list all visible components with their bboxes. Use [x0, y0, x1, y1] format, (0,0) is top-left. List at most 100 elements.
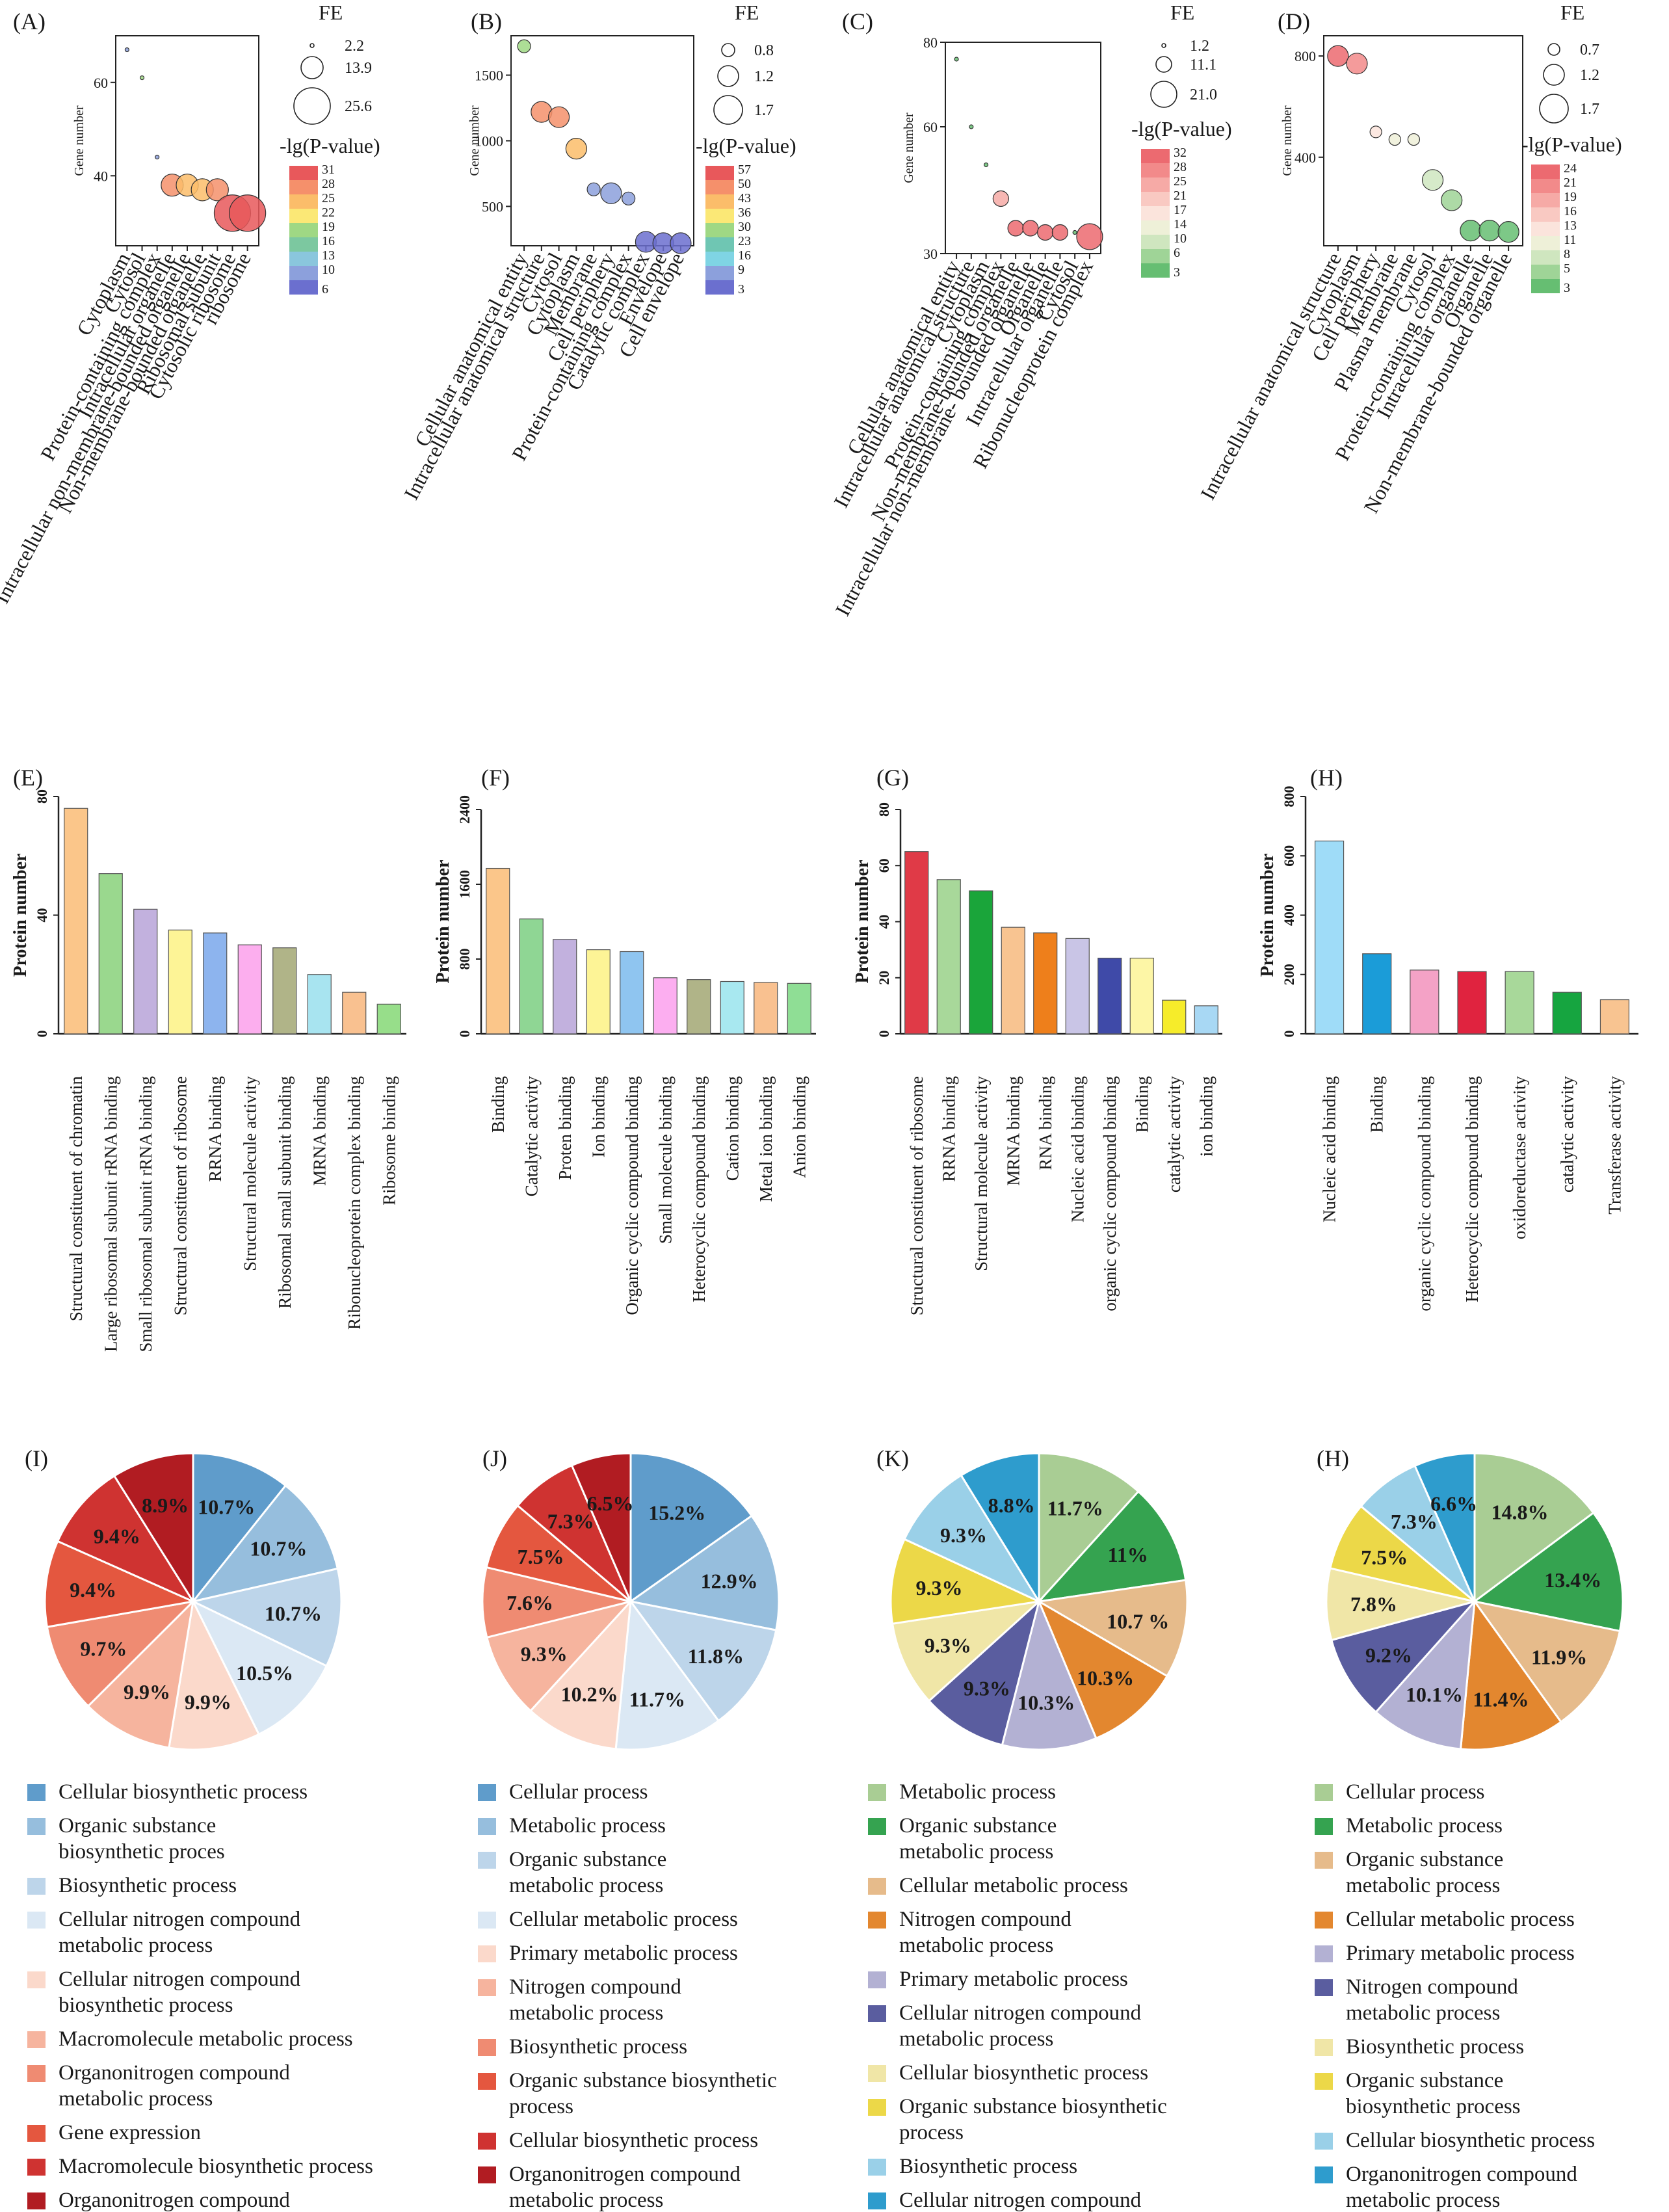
legend-swatch — [868, 1912, 886, 1929]
pie-slice — [570, 1452, 632, 1602]
bubble — [229, 194, 267, 232]
bar — [168, 929, 192, 1034]
size-legend-circle — [1155, 56, 1172, 73]
legend-text: Cellular biosynthetic process — [59, 1780, 308, 1804]
legend-text: Cellular biosynthetic process — [509, 2129, 758, 2152]
color-legend-swatch — [289, 237, 318, 252]
bar — [1362, 953, 1392, 1034]
color-legend-swatch — [705, 223, 734, 237]
color-legend-title: -lg(P-value) — [1131, 117, 1232, 140]
legend-text: process — [899, 2121, 964, 2144]
legend-text: biosynthetic process — [1346, 2095, 1521, 2118]
bar — [1033, 932, 1058, 1034]
pie-chart-3: (H) 14.8% 13.4% 11.9%11.4% 10.1% 9.2% 7.8% 7.5%… — [1315, 1445, 1624, 2212]
legend-text: Biosynthetic process — [1346, 2035, 1524, 2059]
size-legend-circle — [309, 43, 315, 48]
size-legend-circle — [721, 43, 735, 57]
y-tick-label: 80 — [876, 802, 892, 817]
legend-swatch — [27, 2125, 46, 2142]
legend-swatch — [1315, 1945, 1333, 1962]
bar — [64, 808, 88, 1034]
bar — [620, 951, 644, 1034]
bubble — [124, 47, 129, 53]
pie-slice — [1001, 1598, 1097, 1751]
slice-label: 12.9% — [701, 1570, 758, 1593]
color-legend-tick: 25 — [1174, 174, 1187, 189]
y-tick-label: 1500 — [475, 68, 503, 84]
color-legend-swatch — [289, 280, 318, 295]
color-legend-tick: 50 — [738, 177, 751, 191]
legend-text: Cellular metabolic process — [899, 1874, 1128, 1897]
x-tick-label: Binding — [1367, 1076, 1387, 1133]
y-tick-label: 80 — [34, 789, 50, 804]
bar — [272, 947, 297, 1034]
slice-label: 10.7 % — [1107, 1610, 1169, 1633]
size-legend-value: 2.2 — [345, 38, 364, 55]
y-tick-label: 60 — [94, 75, 108, 91]
legend-text: Cellular nitrogen compound — [899, 2001, 1142, 2025]
legend-text: metabolic process — [899, 1840, 1053, 1863]
legend-swatch — [1315, 1852, 1333, 1869]
legend-swatch — [27, 1912, 46, 1929]
pie-slice — [168, 1598, 261, 1751]
bar — [653, 977, 677, 1034]
legend-text: Cellular nitrogen compound — [899, 2189, 1142, 2212]
bubble — [1022, 220, 1039, 237]
color-legend-swatch — [1531, 222, 1560, 236]
legend-text: process — [509, 2095, 573, 2118]
color-legend-tick: 16 — [1564, 204, 1577, 218]
color-legend-tick: 36 — [738, 205, 751, 220]
pie-slice — [889, 1538, 1043, 1625]
legend-swatch — [868, 2159, 886, 2176]
slice-label: 10.1% — [1406, 1683, 1463, 1706]
color-legend-tick: 32 — [1174, 146, 1187, 160]
size-legend-title: FE — [319, 1, 343, 24]
bubble — [622, 191, 636, 205]
legend-swatch — [478, 2166, 496, 2183]
size-legend-value: 11.1 — [1190, 57, 1216, 73]
color-legend-swatch — [289, 180, 318, 194]
x-tick-label: Cation binding — [722, 1076, 742, 1181]
bar — [98, 873, 123, 1034]
legend-text: Nitrogen compound — [899, 1908, 1071, 1931]
size-legend-circle — [717, 65, 739, 87]
size-legend-value: 21.0 — [1190, 86, 1217, 103]
color-legend-swatch — [705, 194, 734, 209]
bar — [237, 944, 262, 1034]
x-tick-label: Anion binding — [789, 1076, 809, 1178]
color-legend-tick: 3 — [738, 282, 744, 296]
y-tick-label: 200 — [1281, 964, 1297, 985]
y-tick-label: 400 — [1281, 904, 1297, 926]
bar — [1505, 971, 1534, 1034]
color-legend-title: -lg(P-value) — [1521, 133, 1622, 156]
panel-label: (H) — [1310, 765, 1343, 791]
bar — [1314, 840, 1345, 1034]
legend-text: metabolic process — [1346, 1874, 1500, 1897]
pie-slice — [629, 1452, 754, 1603]
legend-text: Organonitrogen compound — [509, 2163, 741, 2186]
pie-slice — [112, 1452, 194, 1605]
slice-label: 10.3% — [1077, 1666, 1134, 1690]
legend-swatch — [27, 2065, 46, 2082]
legend-swatch — [868, 1818, 886, 1835]
color-legend-tick: 5 — [1564, 261, 1570, 276]
slice-label: 10.5% — [236, 1661, 293, 1685]
pie-slice — [46, 1600, 196, 1708]
slice-label: 6.6% — [1430, 1492, 1477, 1515]
pie-slice — [516, 1464, 632, 1603]
legend-swatch — [1315, 2166, 1333, 2183]
y-tick-label: 0 — [34, 1031, 50, 1038]
legend-swatch — [478, 2073, 496, 2090]
x-tick-label: Binding — [1132, 1076, 1151, 1133]
color-legend-swatch — [1141, 192, 1170, 206]
bubble — [586, 182, 601, 196]
bubble — [992, 190, 1009, 207]
size-legend-value: 1.2 — [1580, 67, 1599, 84]
bar — [969, 890, 993, 1034]
slice-label: 9.9% — [124, 1680, 170, 1704]
x-tick-label: oxidoreductase activity — [1510, 1076, 1529, 1240]
legend-swatch — [478, 1818, 496, 1835]
bubble — [600, 182, 622, 204]
bar — [1194, 1005, 1218, 1034]
